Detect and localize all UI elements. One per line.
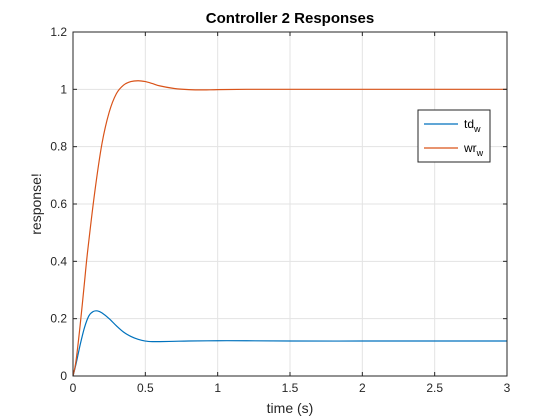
ticks — [72, 31, 508, 377]
legend-label-wr: wrw — [463, 141, 484, 158]
x-tick-label: 1.5 — [282, 381, 299, 395]
series-line-td — [72, 310, 507, 377]
legend-label-td: tdw — [464, 117, 481, 134]
legend-box — [417, 109, 491, 163]
legend-label-subscript: w — [473, 124, 481, 134]
chart-title: Controller 2 Responses — [206, 10, 374, 27]
y-tick-label: 0.2 — [50, 312, 67, 326]
y-tick-label: 0.6 — [50, 197, 67, 211]
legend-label-subscript: w — [476, 148, 484, 158]
legend-label-main: td — [464, 117, 474, 131]
y-axis-label: response! — [28, 173, 44, 234]
series-layer — [72, 80, 507, 377]
y-tick-label: 0 — [60, 369, 67, 383]
x-tick-label: 0.5 — [137, 381, 154, 395]
x-tick-label: 2.5 — [426, 381, 443, 395]
x-tick-label: 1 — [214, 381, 221, 395]
y-tick-label: 0.4 — [50, 254, 67, 268]
y-tick-label: 1 — [60, 82, 67, 96]
series-line-wr — [72, 80, 507, 377]
x-tick-label: 3 — [504, 381, 511, 395]
y-tick-label: 0.8 — [50, 140, 67, 154]
x-axis-label: time (s) — [267, 400, 314, 416]
tick-labels: 0 0.5 1 1.5 2 2.5 3 0 0.2 0.4 0.6 0.8 1 1.2 — [50, 25, 510, 395]
x-tick-label: 2 — [359, 381, 366, 395]
x-tick-label: 0 — [70, 381, 77, 395]
y-tick-label: 1.2 — [50, 25, 67, 39]
legend-label-main: wr — [463, 141, 477, 155]
